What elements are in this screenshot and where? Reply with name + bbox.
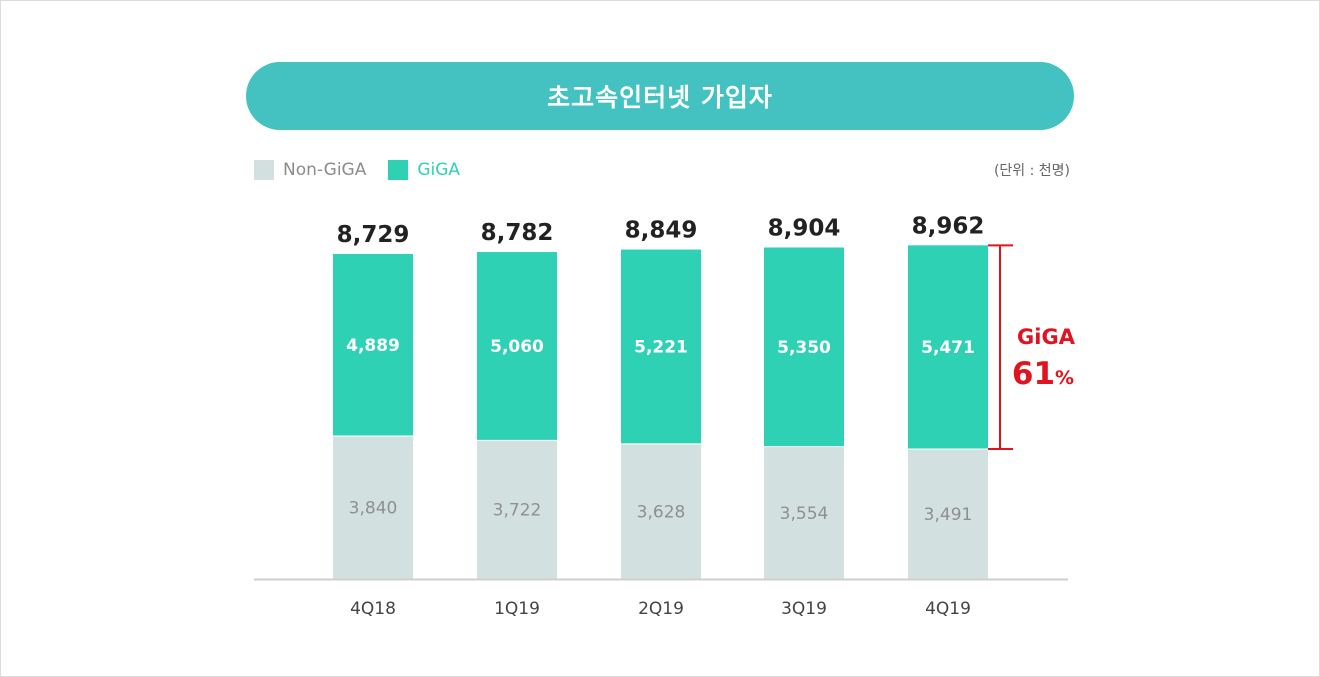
annotation-value: 61% <box>1012 356 1074 392</box>
total-label-4Q18: 8,729 <box>337 222 410 248</box>
total-label-4Q19: 8,962 <box>912 213 985 239</box>
bar-giga-4Q19 <box>908 245 988 450</box>
total-label-1Q19: 8,782 <box>481 220 554 246</box>
bar-giga-4Q18 <box>333 254 413 437</box>
annotation-percent-number: 61 <box>1012 356 1055 392</box>
bar-non-giga-2Q19 <box>621 443 701 579</box>
legend-swatch-giga <box>388 160 409 180</box>
x-tick-label-1Q19: 1Q19 <box>494 599 540 619</box>
bar-non-giga-4Q18 <box>333 436 413 579</box>
x-tick-label-4Q19: 4Q19 <box>925 599 971 619</box>
value-label-giga-3Q19: 5,350 <box>777 338 831 358</box>
chart-title: 초고속인터넷 가입자 <box>246 62 1074 130</box>
x-tick-label-3Q19: 3Q19 <box>781 599 827 619</box>
value-label-giga-4Q19: 5,471 <box>921 338 975 358</box>
x-tick-label-4Q18: 4Q18 <box>350 599 396 619</box>
value-label-non-giga-4Q19: 3,491 <box>924 505 973 525</box>
legend-item-non-giga: Non-GiGA <box>254 160 366 180</box>
value-label-non-giga-1Q19: 3,722 <box>493 501 542 521</box>
annotation-percent-sign: % <box>1055 367 1074 389</box>
bar-giga-1Q19 <box>477 252 557 441</box>
bar-giga-2Q19 <box>621 249 701 444</box>
unit-label: (단위 : 천명) <box>993 163 1070 179</box>
value-label-giga-1Q19: 5,060 <box>490 337 544 357</box>
total-label-2Q19: 8,849 <box>625 218 698 244</box>
annotation-label: GiGA <box>1017 325 1076 349</box>
bar-non-giga-1Q19 <box>477 440 557 579</box>
value-label-giga-2Q19: 5,221 <box>634 338 688 358</box>
legend-label-giga: GiGA <box>417 160 461 180</box>
bar-giga-3Q19 <box>764 247 844 447</box>
value-label-non-giga-2Q19: 3,628 <box>637 502 686 522</box>
legend: Non-GiGA GiGA <box>254 160 482 180</box>
bar-non-giga-3Q19 <box>764 446 844 579</box>
x-tick-label-2Q19: 2Q19 <box>638 599 684 619</box>
legend-swatch-non-giga <box>254 160 274 180</box>
value-label-non-giga-3Q19: 3,554 <box>780 504 829 524</box>
total-label-3Q19: 8,904 <box>768 215 841 241</box>
value-label-non-giga-4Q18: 3,840 <box>349 499 398 519</box>
value-label-giga-4Q18: 4,889 <box>346 336 400 356</box>
bar-non-giga-4Q19 <box>908 449 988 579</box>
legend-item-giga: GiGA <box>388 160 460 180</box>
legend-label-non-giga: Non-GiGA <box>283 160 367 180</box>
